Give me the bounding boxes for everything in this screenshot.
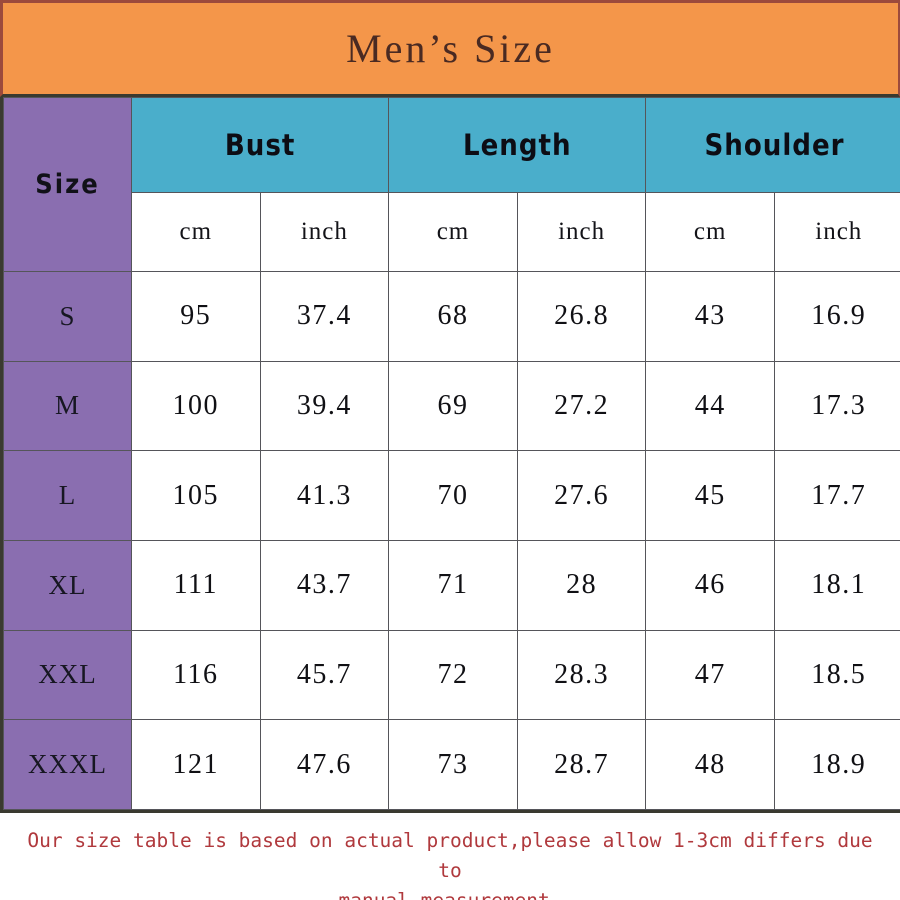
cell-length-inch: 28 [516, 539, 647, 631]
table-row: XXL 116 45.7 72 28.3 47 18.5 [3, 629, 900, 721]
cell-bust-inch: 39.4 [259, 360, 390, 452]
table-row: L 105 41.3 70 27.6 45 17.7 [3, 450, 900, 541]
size-label: S [3, 270, 132, 362]
cell-shoulder-inch: 17.7 [773, 450, 900, 541]
cell-length-cm: 72 [388, 629, 518, 721]
cell-bust-inch: 45.7 [259, 629, 390, 721]
cell-shoulder-cm: 47 [645, 629, 775, 721]
table-row: S 95 37.4 68 26.8 43 16.9 [3, 270, 900, 362]
cell-length-inch: 28.7 [516, 719, 647, 810]
cell-length-inch: 27.2 [516, 360, 647, 452]
cell-bust-cm: 100 [131, 360, 261, 452]
cell-shoulder-inch: 16.9 [773, 270, 900, 362]
cell-shoulder-cm: 45 [645, 450, 775, 541]
cell-length-cm: 70 [388, 450, 518, 541]
title-band: Men’s Size [0, 0, 900, 97]
cell-bust-cm: 95 [131, 270, 261, 362]
cell-bust-cm: 121 [131, 719, 261, 810]
table-row: XXXL 121 47.6 73 28.7 48 18.9 [3, 719, 900, 810]
header-cell-size: Size [3, 97, 132, 272]
header-cell-shoulder: Shoulder [645, 96, 900, 194]
footer-note-line-2: manual measurement. [16, 886, 884, 900]
size-label: XXXL [3, 719, 132, 810]
cell-length-cm: 73 [388, 719, 518, 810]
header-cell-bust: Bust [130, 96, 390, 194]
cell-shoulder-inch: 18.9 [773, 719, 900, 810]
unit-cell-length-inch: inch [516, 192, 647, 272]
size-table-wrapper: Size Bust Length Shoulder cm inch cm inc… [0, 96, 900, 813]
footer-note: Our size table is based on actual produc… [0, 816, 900, 900]
unit-cell-bust-cm: cm [131, 192, 261, 272]
table-row: M 100 39.4 69 27.2 44 17.3 [3, 360, 900, 452]
cell-length-inch: 28.3 [516, 629, 647, 721]
cell-bust-cm: 111 [131, 539, 261, 631]
cell-bust-inch: 41.3 [259, 450, 390, 541]
cell-length-cm: 71 [388, 539, 518, 631]
cell-shoulder-inch: 18.1 [773, 539, 900, 631]
unit-cell-shoulder-cm: cm [645, 192, 775, 272]
size-label: XXL [3, 629, 132, 721]
cell-bust-inch: 37.4 [259, 270, 390, 362]
table-units-row: cm inch cm inch cm inch [4, 192, 900, 272]
size-label: XL [3, 539, 132, 631]
cell-length-inch: 27.6 [516, 450, 647, 541]
footer-note-line-1: Our size table is based on actual produc… [27, 829, 873, 882]
unit-cell-length-cm: cm [388, 192, 518, 272]
cell-shoulder-inch: 17.3 [773, 360, 900, 452]
size-table: Size Bust Length Shoulder cm inch cm inc… [3, 96, 900, 810]
size-label: L [3, 450, 132, 541]
cell-shoulder-cm: 46 [645, 539, 775, 631]
cell-shoulder-cm: 48 [645, 719, 775, 810]
cell-shoulder-cm: 43 [645, 270, 775, 362]
cell-bust-cm: 105 [131, 450, 261, 541]
size-label: M [3, 360, 132, 452]
cell-bust-inch: 43.7 [259, 539, 390, 631]
cell-shoulder-inch: 18.5 [773, 629, 900, 721]
cell-length-cm: 68 [388, 270, 518, 362]
cell-bust-cm: 116 [131, 629, 261, 721]
cell-bust-inch: 47.6 [259, 719, 390, 810]
unit-cell-bust-inch: inch [259, 192, 390, 272]
cell-shoulder-cm: 44 [645, 360, 775, 452]
page-title: Men’s Size [346, 26, 555, 71]
table-header-row: Size Bust Length Shoulder [3, 96, 900, 272]
unit-cell-shoulder-inch: inch [773, 192, 900, 272]
header-cell-length: Length [388, 96, 647, 194]
cell-length-cm: 69 [388, 360, 518, 452]
cell-length-inch: 26.8 [516, 270, 647, 362]
table-row: XL 111 43.7 71 28 46 18.1 [3, 539, 900, 631]
